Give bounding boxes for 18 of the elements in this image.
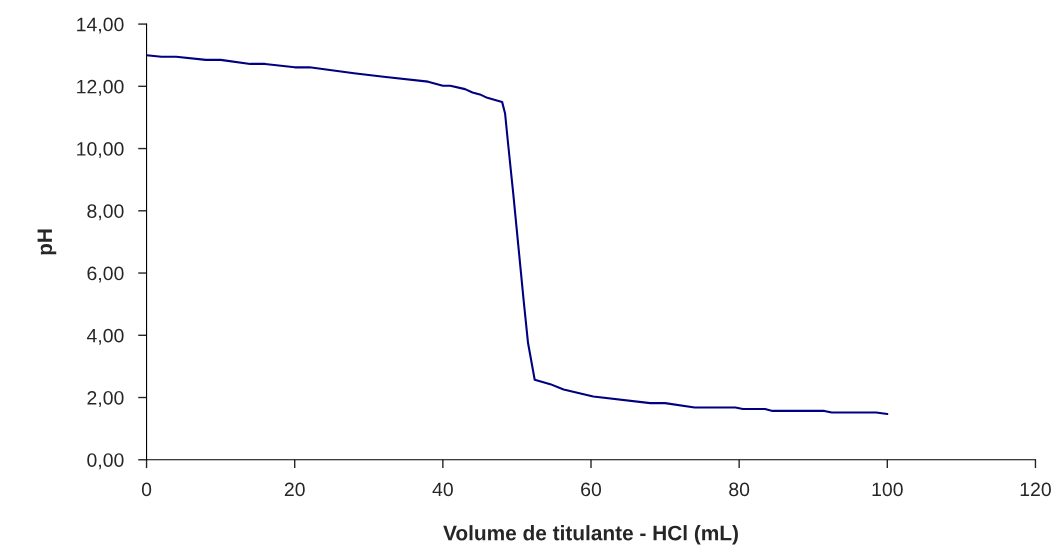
y-tick-label: 12,00 [77, 79, 124, 96]
y-tick-label: 0,00 [87, 453, 124, 470]
y-tick-label: 6,00 [87, 266, 124, 283]
x-tick-label: 80 [729, 482, 750, 497]
x-tick-label: 40 [432, 482, 453, 497]
y-tick-label: 14,00 [77, 17, 124, 34]
x-tick-label: 60 [581, 482, 602, 497]
y-tick-label: 4,00 [86, 328, 124, 345]
y-axis-title: pH [37, 229, 57, 255]
x-tick-label: 100 [872, 482, 903, 497]
y-tick-label: 2,00 [87, 390, 124, 408]
x-tick-label: 0 [141, 482, 152, 497]
x-tick-label: 120 [1020, 482, 1051, 497]
y-tick-label: 8,00 [87, 204, 124, 221]
line-series [146, 54, 889, 416]
y-tick-label: 10,00 [77, 142, 124, 159]
x-tick-label: 20 [284, 482, 305, 497]
x-axis-title: Volume de titulante - HCl (mL) [443, 525, 738, 545]
